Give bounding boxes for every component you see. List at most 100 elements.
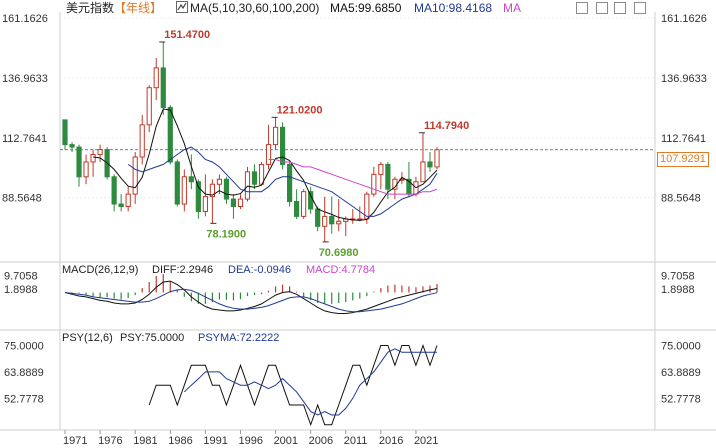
candle-body — [167, 107, 173, 163]
psy-y-tick-right: 75.0000 — [661, 341, 701, 353]
candle-body — [202, 196, 208, 212]
psy-y-tick-left: 75.0000 — [4, 341, 44, 353]
x-tick-label: 1991 — [203, 435, 227, 447]
symbol-title: 美元指数 — [66, 1, 115, 15]
ma5-value: MA5:99.6850 — [330, 1, 402, 15]
macd-y-tick-left: 1.8988 — [4, 284, 38, 296]
x-tick-label: 2006 — [309, 435, 333, 447]
annotation-low: 78.1900 — [206, 228, 246, 240]
candle-body — [188, 176, 194, 183]
candle-body — [216, 178, 223, 185]
macd-dea: DEA:-0.0946 — [228, 264, 291, 276]
candle-body — [272, 126, 279, 146]
y-tick-right: 161.1626 — [661, 13, 707, 25]
candle-body — [223, 178, 230, 200]
y-tick-right: 136.9633 — [661, 73, 707, 85]
macd-diff: DIFF:2.2946 — [152, 264, 214, 276]
candle-body — [434, 149, 440, 168]
expand-icon[interactable] — [576, 2, 588, 14]
candle-body — [308, 191, 314, 210]
y-tick-right: 112.7641 — [661, 133, 706, 145]
candle-body — [258, 163, 265, 185]
candle-body — [118, 203, 124, 208]
macd-y-tick-right: 9.7058 — [661, 271, 695, 283]
candle-body — [301, 191, 307, 217]
psy-y-tick-right: 52.7778 — [661, 393, 701, 405]
candle-body — [132, 156, 138, 195]
x-tick-label: 1986 — [168, 435, 192, 447]
psy-params: PSY(12,6) — [62, 332, 113, 344]
candle-body — [83, 161, 89, 178]
candle-body — [97, 149, 103, 156]
y-tick-left: 88.5648 — [2, 193, 42, 205]
x-tick-label: 2021 — [414, 435, 438, 447]
candle-body — [181, 176, 187, 205]
psy-line-psy — [148, 344, 438, 427]
annotation-high: 151.4700 — [164, 29, 210, 41]
candle-body — [146, 87, 152, 126]
candle-body — [237, 198, 244, 208]
candle-body — [139, 124, 145, 158]
y-tick-left: 136.9633 — [2, 73, 48, 85]
psy-y-tick-left: 52.7778 — [4, 393, 44, 405]
candle-body — [322, 215, 328, 227]
psy-value: PSY:75.0000 — [120, 332, 185, 344]
candle-body — [287, 163, 293, 203]
macd-line-dea — [64, 288, 438, 313]
candle-body — [153, 67, 159, 89]
candle-body — [230, 198, 237, 208]
ma-params: MA(5,10,30,60,100,200) — [190, 1, 320, 15]
annotation-high: 121.0200 — [277, 104, 323, 116]
candle-body — [279, 126, 286, 165]
candle-body — [90, 154, 96, 163]
candle-body — [195, 181, 201, 212]
candle-body — [160, 67, 166, 109]
period-selector[interactable]: 【年线】 — [114, 1, 163, 15]
ma-more: MA — [503, 1, 521, 15]
candle-body — [315, 208, 321, 227]
macd-line-diff — [64, 280, 438, 314]
x-tick-label: 1971 — [63, 435, 87, 447]
y-tick-left: 112.7641 — [2, 133, 47, 145]
candle-body — [294, 201, 300, 217]
split-icon[interactable] — [614, 2, 626, 14]
candle-body — [62, 119, 68, 146]
y-tick-right: 88.5648 — [661, 193, 701, 205]
macd-params: MACD(26,12,9) — [62, 264, 139, 276]
candle-body — [357, 218, 363, 221]
candlestick-icon[interactable] — [176, 1, 188, 13]
candle-body — [244, 171, 251, 200]
psy-y-tick-right: 63.8889 — [661, 367, 701, 379]
grid-icon[interactable] — [596, 2, 608, 14]
macd-value: MACD:4.7784 — [306, 264, 376, 276]
layout-icon[interactable] — [634, 2, 646, 14]
annotation-low: 70.6980 — [319, 247, 359, 259]
candle-body — [378, 163, 384, 175]
ma-line-ma5 — [93, 108, 438, 221]
candle-body — [209, 183, 215, 198]
candlestick-icon-glyph — [176, 1, 188, 13]
candle-body — [427, 161, 433, 168]
x-tick-label: 1976 — [98, 435, 122, 447]
candle-body — [69, 144, 75, 148]
macd-y-tick-left: 9.7058 — [4, 271, 38, 283]
macd-y-tick-right: 1.8988 — [661, 284, 695, 296]
current-price-badge: 107.9291 — [657, 152, 709, 167]
candle-body — [329, 215, 335, 225]
annotation-high: 114.7940 — [424, 120, 469, 132]
candle-body — [251, 171, 258, 185]
candle-body — [111, 176, 117, 205]
x-tick-label: 1981 — [133, 435, 157, 447]
candle-body — [420, 161, 426, 183]
candle-body — [174, 161, 180, 205]
psy-line-psyma — [183, 348, 437, 416]
ma10-value: MA10:98.4168 — [414, 1, 493, 15]
candle-body — [125, 193, 131, 208]
ma-line-ma30 — [268, 159, 438, 195]
psy-y-tick-left: 63.8889 — [4, 367, 44, 379]
ma-line-ma10 — [127, 146, 438, 217]
x-tick-label: 1996 — [238, 435, 262, 447]
y-tick-left: 161.1626 — [2, 13, 48, 25]
